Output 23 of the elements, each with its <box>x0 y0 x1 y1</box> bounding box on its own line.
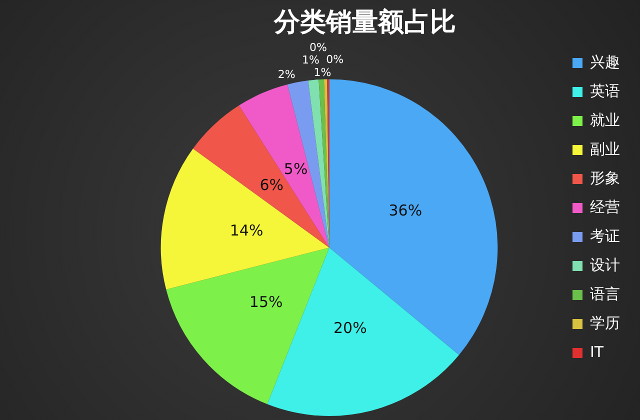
legend-label: 学历 <box>590 314 620 332</box>
data-label: 0% <box>326 53 344 66</box>
data-label: 1% <box>314 66 332 79</box>
legend-label: 形象 <box>590 168 620 187</box>
legend-label: 英语 <box>590 82 620 100</box>
data-label: 0% <box>310 41 327 54</box>
data-label: 6% <box>260 176 284 194</box>
legend-label: 设计 <box>590 256 620 274</box>
legend-label: 考证 <box>590 226 620 245</box>
data-label: 14% <box>230 222 264 240</box>
legend-label: 语言 <box>590 284 620 303</box>
legend-label: 兴趣 <box>590 52 620 71</box>
chart-title: 分类销量额占比 <box>273 7 456 38</box>
data-label: 36% <box>388 202 422 220</box>
legend-label: 就业 <box>590 110 620 129</box>
data-label: 15% <box>249 293 283 312</box>
legend-label: 经营 <box>590 198 620 216</box>
legend-label: IT <box>590 342 604 361</box>
data-label: 1% <box>302 53 320 66</box>
data-label: 20% <box>334 319 367 338</box>
legend-label: 副业 <box>590 140 620 158</box>
data-label: 2% <box>278 68 296 82</box>
data-label: 5% <box>284 160 308 178</box>
